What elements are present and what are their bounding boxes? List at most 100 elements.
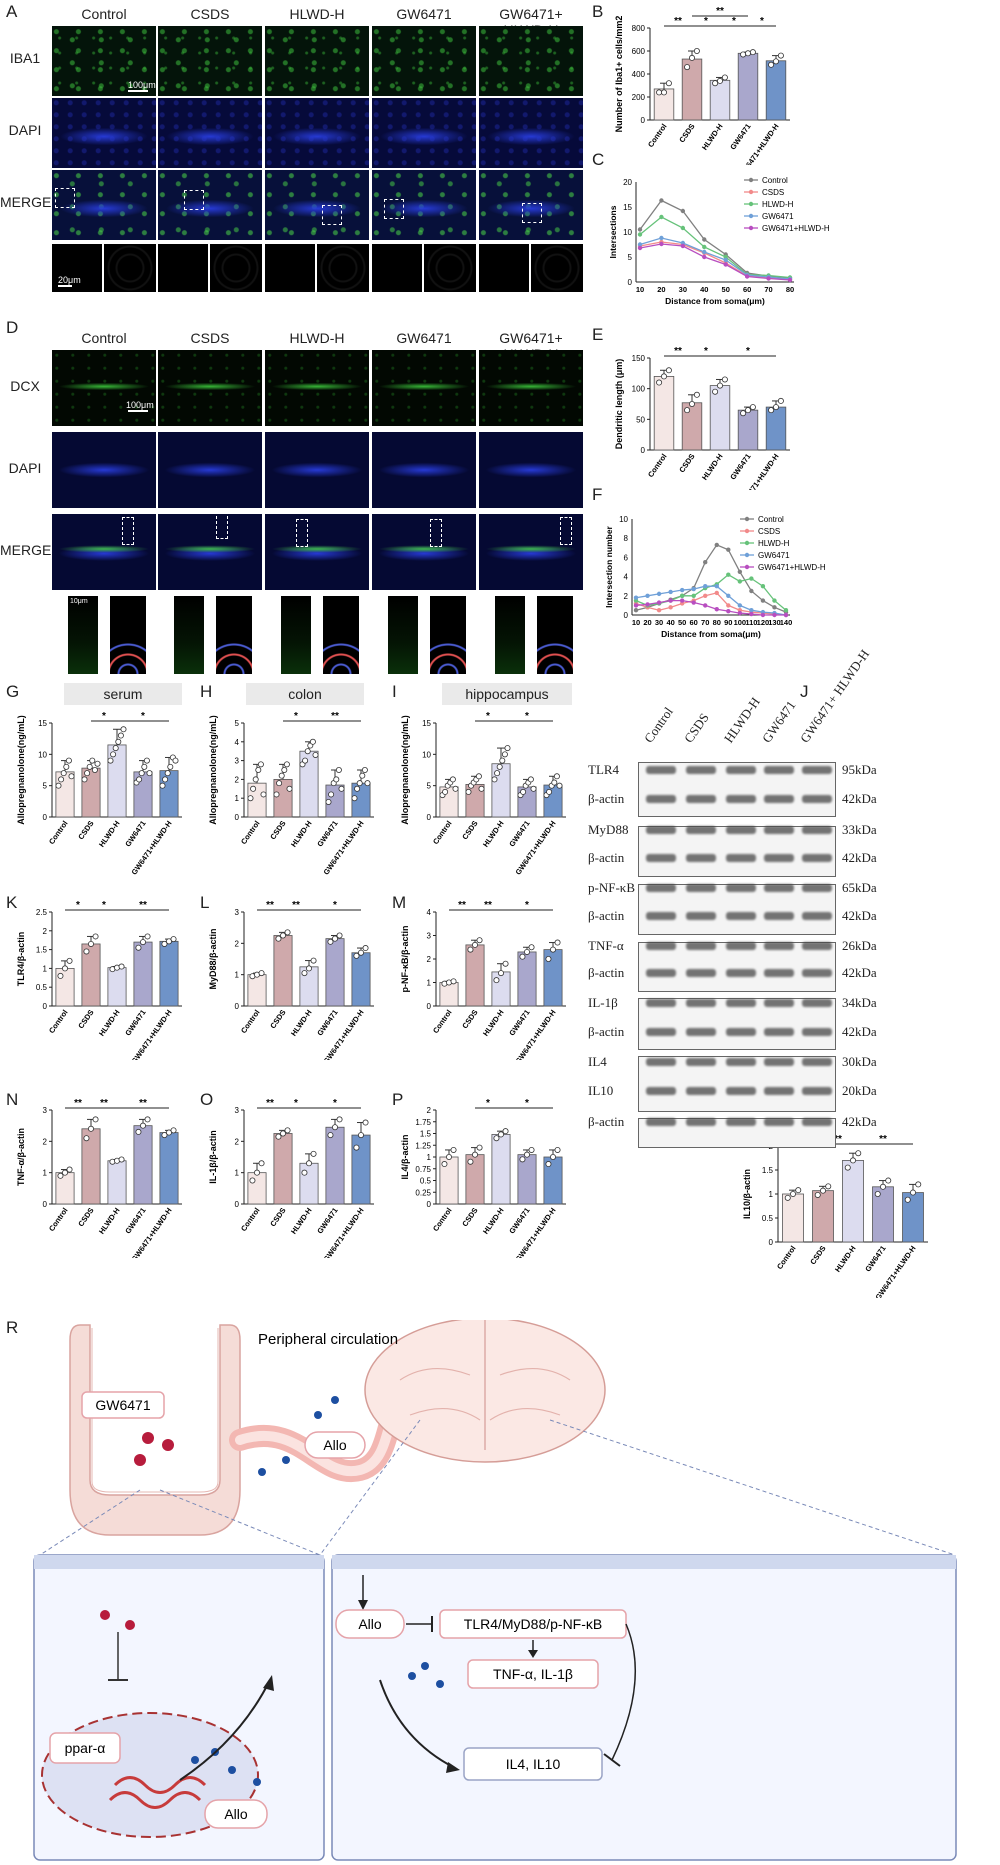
scale-bar-label: 20μm: [58, 275, 81, 285]
iba1-sholl-trace: [531, 244, 583, 292]
x-tick-label: HLWD-H: [700, 122, 725, 152]
y-tick-label: 1: [769, 1190, 774, 1199]
data-point: [260, 791, 267, 798]
significance-star: **: [100, 1098, 108, 1109]
wb-band: [764, 826, 794, 834]
x-tick-label: Control: [47, 1008, 70, 1035]
data-point: [351, 795, 358, 802]
data-point: [814, 1191, 821, 1198]
bar: [81, 767, 101, 818]
significance-star: **: [674, 16, 682, 27]
data-point: [450, 978, 457, 985]
dcx-column-header: CSDS: [190, 330, 230, 346]
series-point: [703, 560, 708, 565]
data-point: [331, 1124, 338, 1131]
legend-marker: [744, 552, 750, 558]
wb-band: [726, 854, 756, 862]
y-tick-label: 100: [632, 385, 646, 394]
chart-h: 0 1 2 3 4 5 Allopregnanolone(ng/mL) Control CSDS…: [208, 711, 374, 875]
data-point: [472, 941, 479, 948]
dcx-micrograph: [52, 350, 156, 426]
y-tick-label: 2: [235, 939, 240, 948]
data-point: [879, 1183, 886, 1190]
data-point: [744, 407, 751, 414]
bar: [273, 1133, 293, 1205]
y-axis-label: IL4/β-actin: [400, 1135, 410, 1180]
y-tick-label: 0: [427, 1002, 432, 1011]
data-point: [790, 1191, 797, 1198]
data-point: [362, 945, 369, 952]
wb-band: [726, 826, 756, 834]
data-point: [504, 745, 511, 752]
data-point: [144, 933, 151, 940]
x-tick-label: 30: [655, 618, 663, 627]
y-tick-label: 10: [422, 750, 431, 759]
dcx-micrograph: [52, 514, 156, 590]
data-point: [301, 970, 308, 977]
data-point: [276, 780, 283, 787]
scale-bar: [128, 410, 148, 412]
data-point: [92, 933, 99, 940]
data-point: [784, 1194, 791, 1201]
ppar-alpha-label: ppar-α: [65, 1740, 106, 1756]
series-point: [645, 593, 650, 598]
wb-row-label: IL10: [588, 1083, 614, 1098]
iba1-micrograph: [372, 98, 476, 168]
data-point: [135, 944, 142, 951]
y-axis-label: Intersections: [608, 205, 618, 258]
data-point: [493, 1135, 500, 1142]
chart-b: 0 200 400 600 800 Number of Iba1+ cells/mm2 Co…: [614, 6, 790, 165]
significance-star: **: [74, 1098, 82, 1109]
data-point: [656, 89, 663, 96]
y-tick-label: 6: [624, 553, 629, 562]
y-tick-label: 0: [641, 446, 646, 455]
wb-row-label: β-actin: [588, 1114, 625, 1129]
data-point: [689, 54, 696, 61]
x-tick-label: CSDS: [76, 1008, 95, 1030]
data-point: [467, 1158, 474, 1165]
x-tick-label: 10: [636, 285, 644, 294]
bar: [133, 941, 153, 1007]
data-point: [66, 957, 73, 964]
iba1-sholl-trace: [210, 244, 262, 292]
data-point: [118, 963, 125, 970]
x-tick-label: HLWD-H: [97, 819, 122, 849]
data-point: [144, 1116, 151, 1123]
x-tick-label: 100: [734, 618, 747, 627]
wb-band: [764, 1087, 794, 1095]
data-point: [665, 80, 672, 87]
x-tick-label: Control: [646, 122, 669, 149]
y-tick-label: 1.5: [762, 1166, 774, 1175]
wb-band: [646, 999, 676, 1007]
dcx-zoom-neuron: [174, 596, 204, 674]
wb-band: [802, 942, 832, 950]
series-point: [702, 237, 707, 242]
series-point: [702, 254, 707, 260]
wb-band: [764, 969, 794, 977]
data-point: [135, 1128, 142, 1135]
dcx-column-header: GW6471: [396, 330, 452, 346]
series-point: [760, 612, 766, 618]
wb-band: [802, 1087, 832, 1095]
data-point: [493, 977, 500, 984]
data-point: [252, 776, 259, 783]
iba1-row-label: IBA1: [9, 50, 41, 66]
data-point: [491, 776, 498, 783]
iba1-zoom-cell: [479, 244, 529, 292]
data-point: [66, 1166, 73, 1173]
iba1-micrograph: [265, 170, 369, 240]
x-tick-label: 140: [780, 618, 793, 627]
x-tick-label: CSDS: [677, 122, 696, 144]
data-point: [250, 785, 257, 792]
y-tick-label: 1: [235, 971, 240, 980]
data-point: [304, 748, 311, 755]
x-tick-label: GW6471: [315, 1206, 339, 1235]
wb-kda-label: 42kDa: [842, 791, 877, 806]
legend-label: GW6471: [762, 212, 794, 221]
y-tick-label: 0.25: [415, 1188, 431, 1197]
data-point: [115, 738, 122, 745]
series-point: [691, 593, 696, 598]
y-tick-label: 1: [427, 1153, 432, 1162]
data-point: [693, 391, 700, 398]
y-tick-label: 3: [43, 1106, 48, 1115]
